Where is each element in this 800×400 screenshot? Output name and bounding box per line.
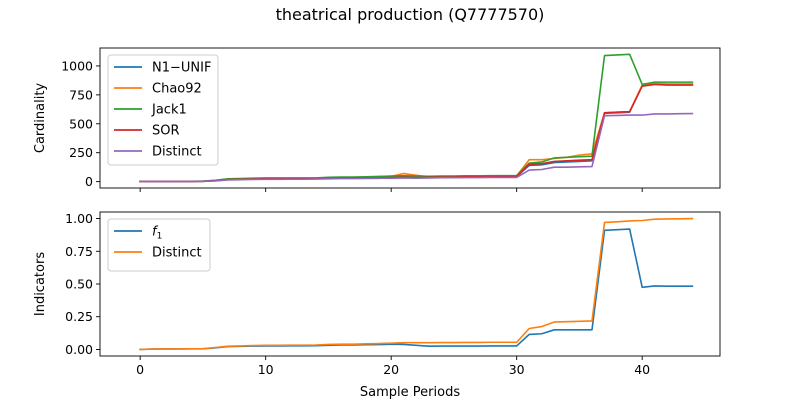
x-axis-label: Sample Periods — [360, 385, 460, 400]
axes-frame — [99, 47, 721, 189]
y-axis-label: Indicators — [33, 252, 48, 316]
y-tick-label: 0 — [85, 174, 93, 189]
y-tick-label: 0.50 — [65, 277, 93, 292]
legend: f1 Distinct — [107, 218, 211, 272]
y-tick-label: 0.25 — [65, 309, 93, 324]
y-tick-label: 1000 — [61, 58, 93, 73]
y-tick-label: 500 — [69, 116, 93, 131]
legend-label-5: Distinct — [152, 145, 202, 160]
legend: N1−UNIF Chao92 Jack1 SOR Distinct — [107, 54, 219, 166]
x-tick-label: 20 — [383, 362, 399, 377]
series-lines — [139, 217, 694, 351]
chart-panel-2: 0 10 20 30 40 0.00 0.25 0.50 0.75 1.00 Indicators S… — [33, 211, 721, 400]
figure-title: theatrical production (Q7777570) — [276, 5, 545, 24]
legend-label-2: Distinct — [152, 246, 202, 261]
y-tick-label: 1.00 — [65, 211, 93, 226]
series-line-1 — [139, 228, 694, 351]
y-tick-label: 750 — [69, 87, 93, 102]
legend-label-1: f1 — [152, 225, 162, 242]
y-tick-label: 0.75 — [65, 244, 93, 259]
series-line-1 — [139, 83, 694, 183]
x-tick-label: 30 — [509, 362, 525, 377]
series-line-2 — [139, 82, 694, 183]
x-tick-label: 0 — [136, 362, 144, 377]
series-line-5 — [139, 112, 694, 183]
panels: 0 250 500 750 1000 Cardinality N1−UNIF Chao92 Ja… — [33, 47, 721, 400]
legend-label-2: Chao92 — [152, 82, 202, 97]
chart-panel-1: 0 250 500 750 1000 Cardinality N1−UNIF Chao92 Ja… — [33, 47, 721, 192]
y-tick-label: 0.00 — [65, 342, 93, 357]
series-line-3 — [139, 53, 694, 183]
legend-label-3: Jack1 — [151, 103, 187, 118]
series-lines — [139, 53, 694, 183]
legend-label-1: N1−UNIF — [152, 61, 211, 76]
y-axis-label: Cardinality — [33, 83, 48, 154]
x-tick-label: 40 — [634, 362, 650, 377]
legend-label-4: SOR — [152, 124, 180, 139]
series-line-2 — [139, 217, 694, 351]
series-line-4 — [139, 83, 694, 183]
y-tick-label: 250 — [69, 145, 93, 160]
legend-box — [107, 54, 219, 166]
x-tick-label: 10 — [258, 362, 274, 377]
legend-box — [107, 218, 211, 272]
